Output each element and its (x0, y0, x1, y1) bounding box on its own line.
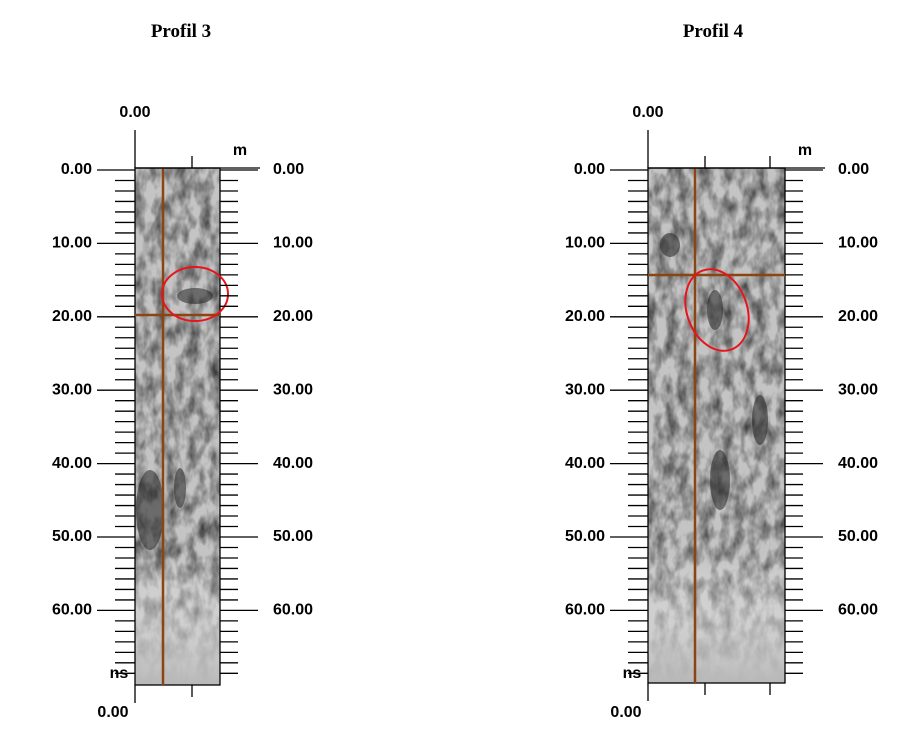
top-unit: m (233, 142, 247, 159)
panel-title: Profil 3 (151, 21, 211, 42)
right-tick-label: 20.00 (273, 308, 313, 325)
left-tick-label: 10.00 (52, 235, 92, 252)
left-tick-label: 50.00 (52, 528, 92, 545)
right-tick-label: 50.00 (273, 528, 313, 545)
left-tick-label: 40.00 (52, 455, 92, 472)
left-tick-label: 30.00 (52, 381, 92, 398)
left-tick-label: 30.00 (565, 381, 605, 398)
bottom-label: 0.00 (610, 704, 641, 721)
anomaly-marker (161, 266, 229, 322)
left-tick-label: 60.00 (565, 602, 605, 619)
right-tick-label: 10.00 (273, 235, 313, 252)
left-tick-label: 20.00 (52, 308, 92, 325)
radargram-fade (648, 168, 785, 683)
right-tick-label: 40.00 (838, 455, 878, 472)
right-tick-label: 60.00 (273, 602, 313, 619)
top-unit: m (798, 142, 812, 159)
right-tick-label: 10.00 (838, 235, 878, 252)
left-tick-label: 40.00 (565, 455, 605, 472)
left-tick-label: 10.00 (565, 235, 605, 252)
right-tick-label: 30.00 (838, 381, 878, 398)
right-tick-label: 0.00 (838, 161, 869, 178)
left-tick-label: 60.00 (52, 602, 92, 619)
anomaly-marker (684, 268, 750, 352)
top-label: 0.00 (119, 104, 150, 121)
left-tick-label: 50.00 (565, 528, 605, 545)
bottom-label: 0.00 (97, 704, 128, 721)
right-tick-label: 20.00 (838, 308, 878, 325)
right-tick-label: 40.00 (273, 455, 313, 472)
right-tick-label: 50.00 (838, 528, 878, 545)
top-label: 0.00 (632, 104, 663, 121)
panel-title: Profil 4 (683, 21, 744, 42)
left-tick-label: 20.00 (565, 308, 605, 325)
right-tick-label: 30.00 (273, 381, 313, 398)
left-tick-label: 0.00 (61, 161, 92, 178)
right-tick-label: 60.00 (838, 602, 878, 619)
right-tick-label: 0.00 (273, 161, 304, 178)
radargram-fade (135, 168, 220, 685)
left-tick-label: 0.00 (574, 161, 605, 178)
